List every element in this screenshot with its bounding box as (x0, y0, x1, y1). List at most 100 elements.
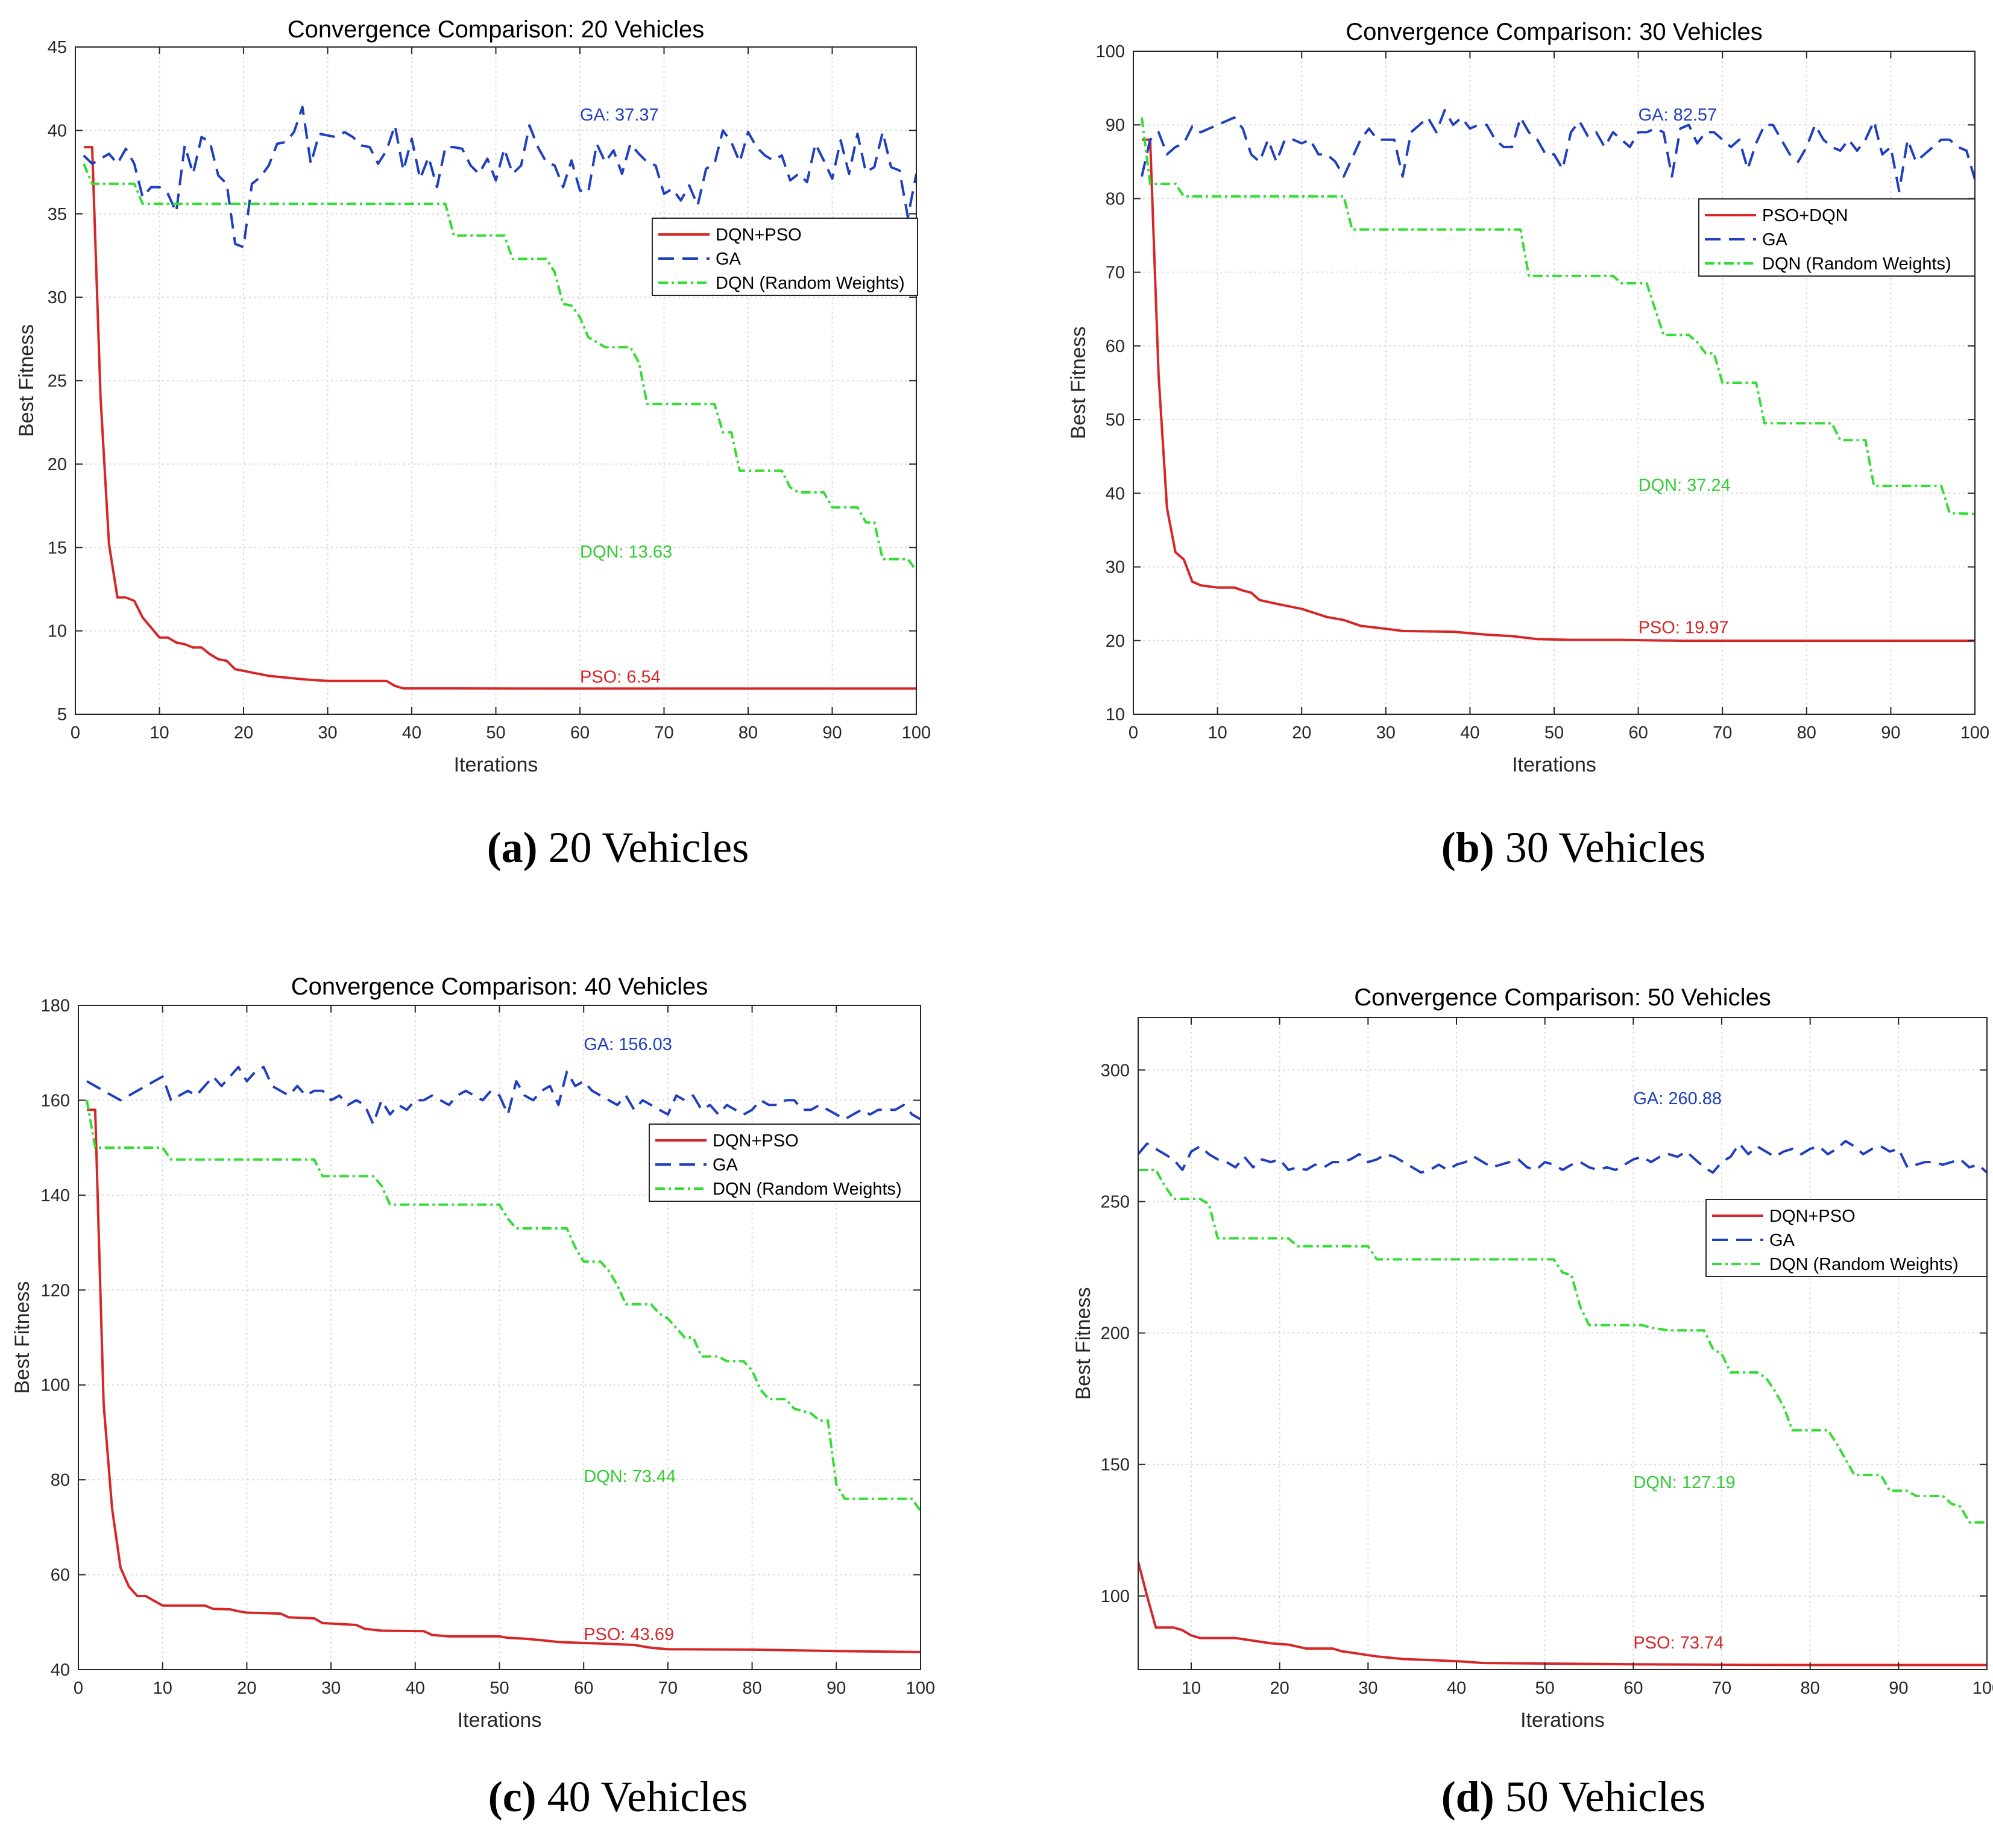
legend-label: GA (1769, 1231, 1795, 1250)
value-annotation: PSO: 43.69 (584, 1625, 674, 1644)
legend-label: DQN (Random Weights) (1762, 254, 1951, 274)
value-annotation: GA: 37.37 (580, 105, 659, 125)
x-tick-label: 100 (1960, 723, 1989, 743)
x-tick-label: 60 (1628, 723, 1648, 743)
x-axis-label: Iterations (454, 753, 538, 776)
caption-text: 50 Vehicles (1505, 1773, 1706, 1821)
legend-label: GA (1762, 230, 1788, 250)
chart-title: Convergence Comparison: 40 Vehicles (291, 973, 708, 1000)
axes-box (1138, 1017, 1988, 1670)
y-axis-label: Best Fitness (15, 324, 38, 437)
legend-label: DQN (Random Weights) (713, 1180, 902, 1199)
plot-area (1133, 51, 1975, 714)
value-annotation: GA: 260.88 (1633, 1089, 1722, 1108)
x-tick-label: 40 (1447, 1679, 1466, 1698)
x-axis-label: Iterations (1520, 1709, 1605, 1732)
x-tick-label: 80 (738, 723, 758, 743)
chart-panel-a: 0 10 20 30 40 50 60 70 80 90 100 5 10 15 20 25 30 35 40 45 C… (15, 16, 931, 776)
x-tick-label: 50 (490, 1679, 509, 1698)
x-tick-label: 0 (74, 1679, 83, 1698)
series-line-dqn-random-weights- (83, 163, 916, 572)
x-tick-label: 90 (1881, 723, 1900, 743)
y-tick-label: 30 (48, 288, 67, 307)
caption-text: 30 Vehicles (1505, 823, 1706, 872)
x-tick-label: 10 (1182, 1679, 1201, 1698)
y-tick-label: 80 (51, 1471, 70, 1490)
value-annotation: DQN: 73.44 (584, 1467, 676, 1486)
legend-label: DQN (Random Weights) (716, 274, 905, 293)
chart-panel-b: 0 10 20 30 40 50 60 70 80 90 100102030405060708090… (1067, 19, 1989, 776)
caption-text: 20 Vehicles (548, 823, 749, 872)
y-tick-label: 40 (48, 121, 67, 140)
legend-label: DQN+PSO (716, 225, 802, 245)
x-tick-label: 0 (71, 723, 80, 743)
y-tick-label: 180 (41, 996, 70, 1016)
chart-title: Convergence Comparison: 30 Vehicles (1346, 19, 1763, 45)
chart-title: Convergence Comparison: 20 Vehicles (288, 16, 705, 43)
y-tick-label: 60 (51, 1566, 70, 1585)
value-annotation: PSO: 6.54 (580, 667, 661, 687)
x-tick-label: 70 (654, 723, 673, 743)
x-tick-label: 50 (1544, 723, 1564, 743)
y-tick-label: 50 (1106, 410, 1125, 430)
series-line-dqn-pso (1138, 1561, 1987, 1667)
y-tick-label: 150 (1101, 1456, 1130, 1475)
y-tick-label: 120 (41, 1281, 70, 1300)
x-axis-label: Iterations (458, 1709, 542, 1732)
x-tick-label: 50 (486, 723, 505, 743)
series-line-ga (1138, 1140, 1987, 1174)
x-tick-label: 100 (906, 1679, 935, 1698)
x-tick-label: 70 (1713, 723, 1732, 743)
value-annotation: DQN: 127.19 (1633, 1473, 1735, 1492)
y-axis-label: Best Fitness (11, 1281, 34, 1394)
y-tick-label: 5 (57, 705, 67, 724)
series-line-dqn-random-weights- (86, 1100, 921, 1512)
x-tick-label: 70 (1712, 1679, 1731, 1698)
y-tick-label: 40 (1106, 484, 1125, 503)
caption-label: (b) (1441, 823, 1494, 872)
caption-a: (a) 20 Vehicles (211, 823, 1025, 873)
series-line-dqn-pso (83, 146, 916, 690)
value-annotation: GA: 156.03 (584, 1035, 672, 1054)
y-tick-label: 250 (1101, 1192, 1130, 1212)
y-tick-label: 160 (41, 1091, 70, 1110)
y-tick-label: 20 (48, 455, 67, 474)
x-tick-label: 100 (902, 723, 931, 743)
legend-label: DQN (Random Weights) (1769, 1255, 1959, 1274)
legend-label: GA (716, 250, 741, 269)
x-tick-label: 50 (1535, 1679, 1555, 1698)
x-tick-label: 80 (1801, 1679, 1820, 1698)
x-tick-label: 40 (1460, 723, 1479, 743)
y-tick-label: 140 (41, 1186, 70, 1205)
y-tick-label: 40 (51, 1661, 70, 1680)
x-tick-label: 70 (658, 1679, 678, 1698)
chart-title: Convergence Comparison: 50 Vehicles (1354, 984, 1771, 1011)
x-tick-label: 20 (237, 1679, 256, 1698)
y-tick-label: 45 (48, 38, 67, 57)
caption-label: (c) (488, 1773, 537, 1821)
y-tick-label: 10 (48, 622, 67, 641)
x-tick-label: 20 (1270, 1679, 1289, 1698)
x-tick-label: 90 (1889, 1679, 1908, 1698)
series-line-ga (1141, 108, 1975, 193)
x-tick-label: 20 (1292, 723, 1311, 743)
x-tick-label: 60 (1623, 1679, 1643, 1698)
x-tick-label: 10 (150, 723, 169, 743)
caption-b: (b) 30 Vehicles (1182, 823, 1965, 873)
series-line-dqn-random-weights- (1138, 1169, 1987, 1524)
y-tick-label: 100 (1096, 42, 1125, 61)
caption-d: (d) 50 Vehicles (1182, 1772, 1965, 1822)
caption-c: (c) 40 Vehicles (211, 1772, 1025, 1822)
x-tick-label: 30 (321, 1679, 341, 1698)
y-tick-label: 100 (41, 1376, 70, 1395)
series-line-ga (83, 105, 916, 249)
y-tick-label: 70 (1106, 263, 1125, 283)
series-line-dqn-random-weights- (1141, 117, 1975, 515)
series-line-pso-dqn (1142, 138, 1975, 643)
caption-label: (a) (486, 823, 538, 872)
x-tick-label: 30 (1376, 723, 1396, 743)
chart-panel-d: 10 20 30 40 50 60 70 80 90 100 100 150 200 250 300 Conv… (1072, 984, 1993, 1732)
y-tick-label: 60 (1106, 337, 1125, 356)
y-tick-label: 30 (1106, 558, 1125, 577)
